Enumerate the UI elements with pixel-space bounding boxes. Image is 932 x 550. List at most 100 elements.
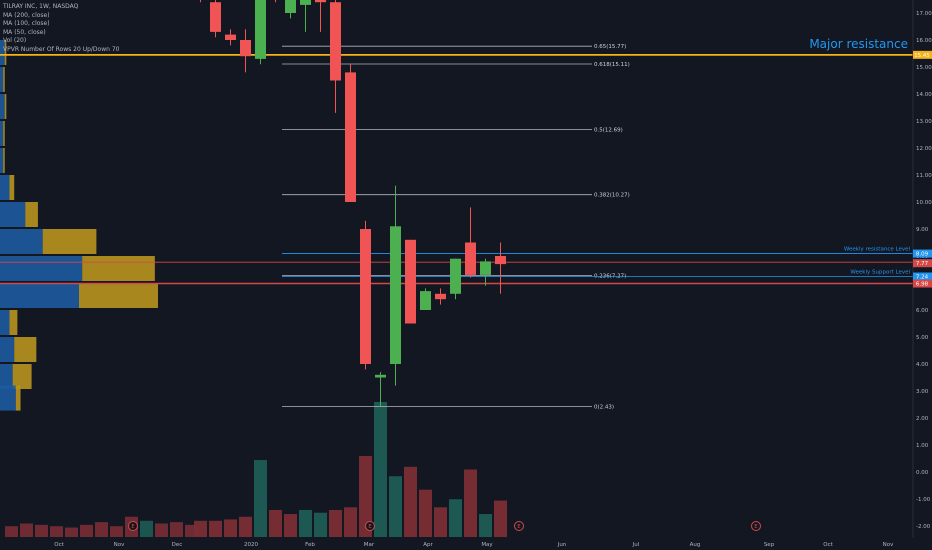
weekly-support-label: Weekly Support Level <box>850 270 910 276</box>
candle-body <box>315 0 326 3</box>
price-tag-label: 8.09 <box>916 252 929 258</box>
volume-profile-up-bar <box>0 337 15 362</box>
fib-level-label: 0.65(15.77) <box>594 44 626 50</box>
volume-profile-up-bar <box>0 175 10 200</box>
time-axis[interactable]: Oct Nov Dec 2020 Feb Mar Apr May Jun Jul Aug Sep Oct… <box>54 542 894 548</box>
fib-level-label: 0(2.43) <box>594 404 614 410</box>
symbol-title[interactable]: TILRAY INC, 1W, NASDAQ <box>3 3 79 10</box>
indicator-vpvr[interactable]: VPVR Number Of Rows 20 Up/Down 70 <box>3 45 120 53</box>
volume-profile-down-bar <box>14 337 37 362</box>
time-tick-label: Jul <box>632 542 640 548</box>
earnings-marker <box>751 521 761 531</box>
legend-panel: TILRAY INC, 1W, NASDAQ MA (200, close) M… <box>3 3 119 55</box>
volume-profile-up-bar <box>0 364 13 389</box>
price-tick-label: 4.00 <box>916 362 929 368</box>
time-tick-label: Oct <box>823 542 833 548</box>
volume-bar <box>155 523 168 537</box>
time-tick-label: Sep <box>764 542 775 548</box>
time-tick-label: Jun <box>557 542 567 548</box>
price-tick-label: -1.00 <box>916 497 931 503</box>
volume-profile-down-bar <box>3 121 5 146</box>
price-tick-label: 15.00 <box>916 65 932 71</box>
volume-profile-down-bar <box>3 148 5 173</box>
candle-body <box>345 72 356 203</box>
volume-profile-down-bar <box>42 229 97 254</box>
candle-body <box>300 0 311 5</box>
candle-body <box>450 258 461 294</box>
volume-bar <box>140 520 153 537</box>
price-tag-label: 7.77 <box>916 261 929 267</box>
volume-bar <box>434 507 447 537</box>
major-resistance-label: Major resistance <box>809 37 908 51</box>
price-tag <box>913 272 932 281</box>
volume-profile-down-bar <box>25 202 38 227</box>
price-tick-label: 5.00 <box>916 335 929 341</box>
price-tick-label: 6.00 <box>916 308 929 314</box>
earnings-marker-letter: E <box>131 524 134 530</box>
price-tick-label: 1.00 <box>916 443 929 449</box>
volume-profile-down-bar <box>4 40 7 65</box>
volume-bar <box>329 510 342 537</box>
candle-body <box>480 261 491 275</box>
price-tick-label: 0.00 <box>916 470 929 476</box>
candle-body <box>285 0 296 13</box>
price-tick-label: 17.00 <box>916 11 932 17</box>
candle-body <box>240 40 251 57</box>
price-tick-label: 11.00 <box>916 173 932 179</box>
price-tag <box>913 259 932 268</box>
volume-profile-up-bar <box>0 283 79 308</box>
time-tick-label: Nov <box>883 542 894 548</box>
volume-profile-up-bar <box>0 121 4 146</box>
volume-bar <box>254 460 267 537</box>
volume-profile-up-bar <box>0 229 43 254</box>
volume-bar <box>35 524 48 537</box>
volume-profile-down-bar <box>15 385 21 411</box>
volume-profile-up-bar <box>0 256 83 281</box>
volume-profile-up-bar <box>0 202 26 227</box>
price-tick-label: 9.00 <box>916 227 929 233</box>
price-tick-label: 2.00 <box>916 416 929 422</box>
price-tick-label: -2.00 <box>916 524 931 530</box>
volume-bar <box>314 512 327 537</box>
candle-body <box>255 0 266 59</box>
earnings-marker <box>128 521 138 531</box>
volume-profile-down-bar <box>12 364 32 389</box>
indicator-ma100[interactable]: MA (100, close) <box>3 20 50 28</box>
candle-body <box>405 239 416 324</box>
volume-profile-down-bar <box>4 94 7 119</box>
volume-profile-up-bar <box>0 67 4 92</box>
volume-profile-down-bar <box>3 67 5 92</box>
volume-bar <box>50 526 63 537</box>
candle-body <box>375 374 386 378</box>
indicator-ma50[interactable]: MA (50, close) <box>3 28 46 36</box>
weekly-resistance-label: Weekly resistance Level <box>844 247 911 253</box>
candle-body <box>465 242 476 275</box>
volume-bar <box>359 456 372 537</box>
volume-bar <box>389 476 402 537</box>
volume-bar <box>194 520 207 537</box>
price-tag-label: 15.45 <box>914 53 930 59</box>
price-tag <box>913 50 932 59</box>
volume-profile <box>0 40 158 411</box>
fib-level-label: 0.618(15.11) <box>594 62 630 68</box>
volume-profile-down-bar <box>9 175 15 200</box>
volume-bar <box>284 514 297 537</box>
price-tag <box>913 249 932 258</box>
time-tick-label: Aug <box>690 542 701 548</box>
candle-body <box>495 256 506 265</box>
indicator-volume[interactable]: Vol (20) <box>3 37 27 45</box>
earnings-marker <box>365 521 375 531</box>
price-tick-label: 3.00 <box>916 389 929 395</box>
volume-bar <box>374 402 387 537</box>
earnings-marker-letter: E <box>754 524 757 530</box>
candle-body <box>435 293 446 300</box>
candle-body <box>225 34 236 40</box>
volume-bar <box>80 524 93 537</box>
price-tick-label: 16.00 <box>916 38 932 44</box>
indicator-ma200[interactable]: MA (200, close) <box>3 11 50 19</box>
volume-bar <box>269 510 282 537</box>
horizontal-levels: Major resistance Weekly resistance Level W… <box>0 37 913 285</box>
volume-bar <box>404 466 417 537</box>
